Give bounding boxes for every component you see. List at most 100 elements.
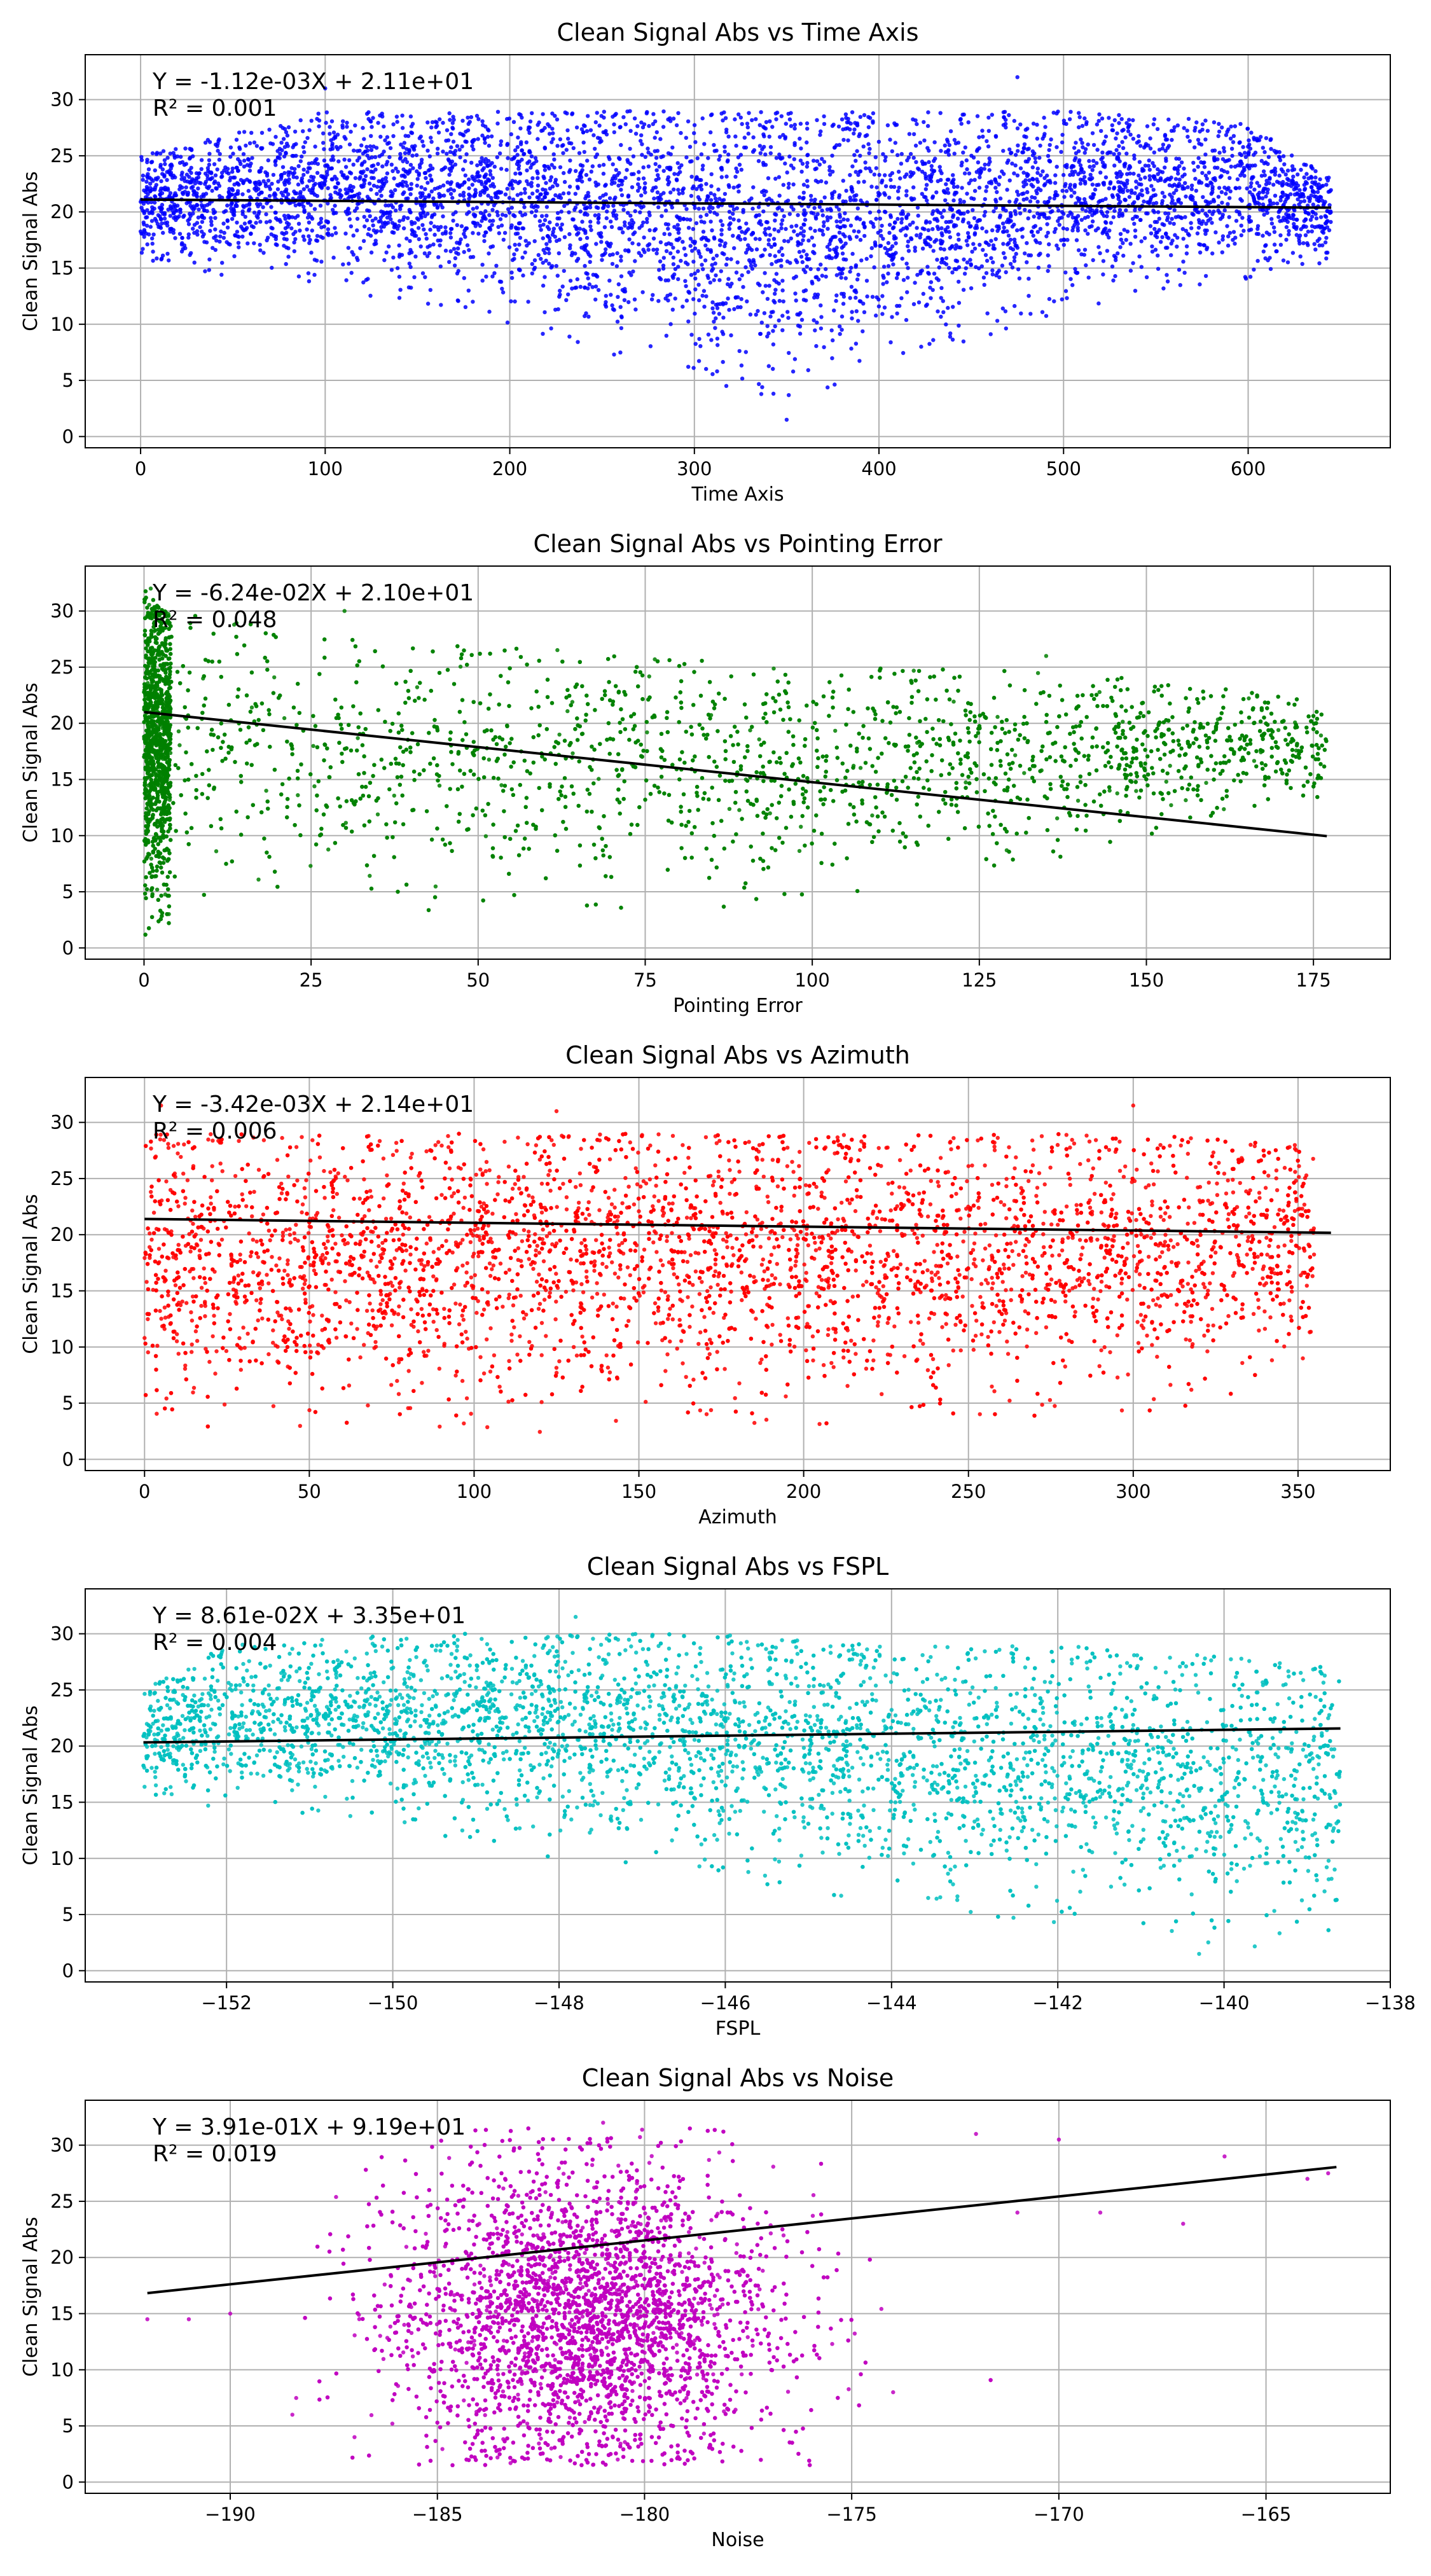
data-point: [1096, 301, 1101, 306]
data-point: [429, 221, 433, 225]
data-point: [909, 196, 914, 200]
data-point: [1191, 160, 1196, 165]
data-point: [1304, 172, 1309, 176]
data-point: [888, 254, 893, 258]
data-point: [488, 172, 493, 177]
data-point: [218, 151, 222, 156]
data-point: [710, 112, 714, 117]
data-point: [948, 129, 953, 134]
data-point: [1060, 132, 1065, 137]
data-point: [1233, 241, 1237, 246]
data-point: [848, 237, 853, 241]
data-point: [598, 231, 604, 235]
data-point: [358, 246, 363, 251]
data-point: [1305, 241, 1310, 246]
data-point: [222, 230, 226, 235]
data-point: [368, 214, 372, 218]
data-point: [258, 219, 263, 224]
data-point: [724, 301, 728, 305]
data-point: [1271, 183, 1276, 187]
data-point: [843, 224, 847, 228]
data-point: [544, 181, 548, 185]
data-point: [780, 253, 785, 258]
data-point: [654, 247, 660, 252]
data-point: [604, 247, 608, 252]
data-point: [301, 145, 306, 149]
data-point: [736, 155, 741, 160]
data-point: [646, 243, 650, 248]
data-point: [567, 141, 572, 145]
data-point: [1025, 260, 1029, 265]
data-point: [547, 132, 552, 136]
data-point: [449, 180, 453, 184]
data-point: [1162, 195, 1167, 199]
data-point: [599, 240, 604, 244]
data-point: [774, 212, 778, 217]
data-point: [927, 174, 932, 179]
data-point: [1163, 165, 1167, 170]
data-point: [843, 241, 848, 246]
data-point: [324, 170, 329, 174]
data-point: [234, 137, 239, 142]
data-point: [849, 346, 854, 351]
data-point: [459, 237, 463, 242]
data-point: [413, 144, 417, 148]
data-point: [403, 134, 408, 138]
data-point: [1291, 174, 1296, 179]
data-point: [399, 142, 403, 147]
data-point: [872, 265, 876, 270]
data-point: [858, 169, 863, 174]
data-point: [889, 184, 894, 189]
data-point: [746, 131, 751, 136]
data-point: [375, 229, 380, 233]
data-point: [627, 237, 632, 242]
data-point: [1293, 185, 1298, 190]
data-point: [698, 254, 703, 259]
data-point: [259, 190, 263, 195]
data-point: [1255, 138, 1260, 142]
data-point: [855, 277, 860, 282]
data-point: [280, 165, 286, 169]
data-point: [628, 162, 633, 166]
data-point: [874, 216, 878, 221]
data-point: [961, 217, 966, 222]
data-point: [481, 212, 486, 216]
data-point: [499, 223, 504, 228]
data-point: [619, 315, 624, 320]
data-point: [943, 143, 948, 148]
data-point: [313, 144, 317, 149]
data-point: [739, 363, 744, 368]
data-point: [816, 267, 820, 272]
data-point: [559, 227, 563, 232]
data-point: [781, 183, 786, 187]
data-point: [333, 174, 337, 179]
data-point: [1027, 209, 1032, 214]
data-point: [1192, 168, 1197, 172]
data-point: [1101, 141, 1106, 146]
data-point: [401, 173, 406, 178]
data-point: [880, 180, 884, 185]
data-point: [908, 174, 913, 179]
data-point: [369, 148, 374, 153]
data-point: [422, 227, 426, 232]
data-point: [1145, 124, 1150, 128]
data-point: [213, 227, 218, 232]
data-point: [798, 195, 802, 200]
data-point: [765, 324, 770, 328]
data-point: [1016, 149, 1020, 153]
data-point: [1128, 132, 1133, 137]
data-point: [1147, 199, 1152, 204]
data-point: [610, 303, 614, 308]
data-point: [162, 158, 167, 163]
data-point: [284, 245, 289, 250]
data-point: [544, 205, 550, 209]
data-point: [1308, 218, 1313, 222]
data-point: [297, 195, 301, 200]
data-point: [881, 237, 885, 241]
data-point: [985, 311, 990, 315]
data-point: [415, 216, 420, 221]
data-point: [667, 232, 672, 237]
data-point: [499, 142, 503, 148]
data-point: [929, 296, 933, 300]
data-point: [882, 191, 887, 195]
